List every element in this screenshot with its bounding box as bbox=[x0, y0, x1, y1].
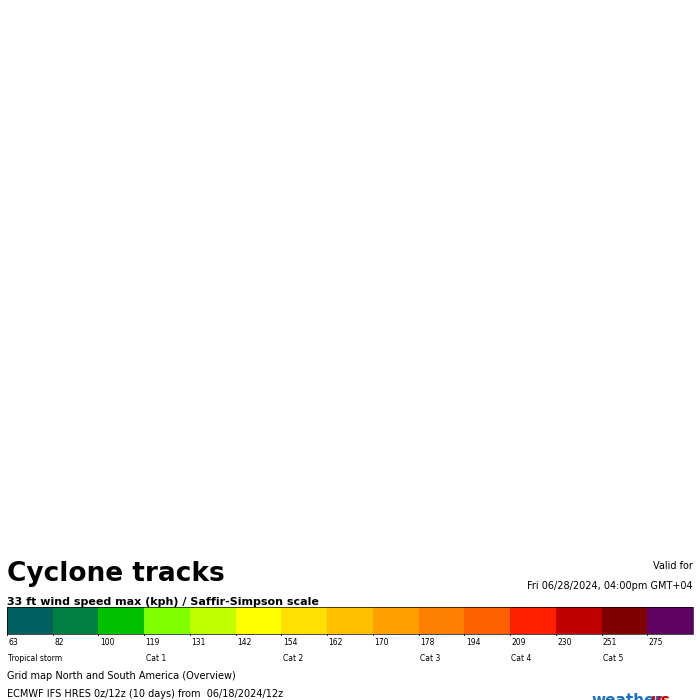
Text: This service is based on data and products of the European Centre for Medium-ran: This service is based on data and produc… bbox=[4, 7, 463, 16]
Text: 209: 209 bbox=[512, 638, 526, 648]
Text: 170: 170 bbox=[374, 638, 388, 648]
Text: 178: 178 bbox=[420, 638, 435, 648]
Text: 100: 100 bbox=[100, 638, 114, 648]
Text: 275: 275 bbox=[649, 638, 663, 648]
Text: 194: 194 bbox=[466, 638, 480, 648]
Text: 251: 251 bbox=[603, 638, 617, 648]
Bar bbox=[281, 607, 327, 634]
Text: 142: 142 bbox=[237, 638, 251, 648]
Bar bbox=[7, 607, 693, 634]
Text: weather.: weather. bbox=[592, 693, 666, 700]
Bar bbox=[236, 607, 281, 634]
Text: 63: 63 bbox=[8, 638, 18, 648]
Text: us: us bbox=[651, 693, 671, 700]
Text: 230: 230 bbox=[557, 638, 572, 648]
Bar bbox=[327, 607, 373, 634]
Bar bbox=[601, 607, 648, 634]
Bar bbox=[373, 607, 419, 634]
Text: Cat 1: Cat 1 bbox=[146, 654, 166, 663]
Text: 162: 162 bbox=[328, 638, 343, 648]
Bar bbox=[648, 607, 693, 634]
Text: Cyclone tracks: Cyclone tracks bbox=[7, 561, 225, 587]
Bar bbox=[419, 607, 464, 634]
Text: 131: 131 bbox=[191, 638, 206, 648]
Text: Valid for: Valid for bbox=[653, 561, 693, 570]
Text: 33 ft wind speed max (kph) / Saffir-Simpson scale: 33 ft wind speed max (kph) / Saffir-Simp… bbox=[7, 596, 319, 607]
Bar bbox=[556, 607, 601, 634]
Text: Cat 5: Cat 5 bbox=[603, 654, 623, 663]
Text: Map data © OpenStreetMap contributors, rendering GIScience Research Group @ Heid: Map data © OpenStreetMap contributors, r… bbox=[411, 548, 696, 554]
Text: ECMWF IFS HRES 0z/12z (10 days) from  06/18/2024/12z: ECMWF IFS HRES 0z/12z (10 days) from 06/… bbox=[7, 689, 283, 699]
Text: Tropical storm: Tropical storm bbox=[8, 654, 62, 663]
Text: 82: 82 bbox=[54, 638, 64, 648]
Bar bbox=[99, 607, 144, 634]
Text: Cat 3: Cat 3 bbox=[420, 654, 440, 663]
Bar bbox=[464, 607, 510, 634]
Bar bbox=[52, 607, 99, 634]
Bar bbox=[190, 607, 236, 634]
Text: Cat 4: Cat 4 bbox=[512, 654, 532, 663]
Text: 154: 154 bbox=[283, 638, 298, 648]
Text: 119: 119 bbox=[146, 638, 160, 648]
Bar bbox=[510, 607, 556, 634]
Text: Grid map North and South America (Overview): Grid map North and South America (Overvi… bbox=[7, 671, 236, 681]
Bar bbox=[144, 607, 190, 634]
Bar bbox=[7, 607, 52, 634]
Text: Fri 06/28/2024, 04:00pm GMT+04: Fri 06/28/2024, 04:00pm GMT+04 bbox=[527, 581, 693, 591]
Text: Cat 2: Cat 2 bbox=[283, 654, 303, 663]
